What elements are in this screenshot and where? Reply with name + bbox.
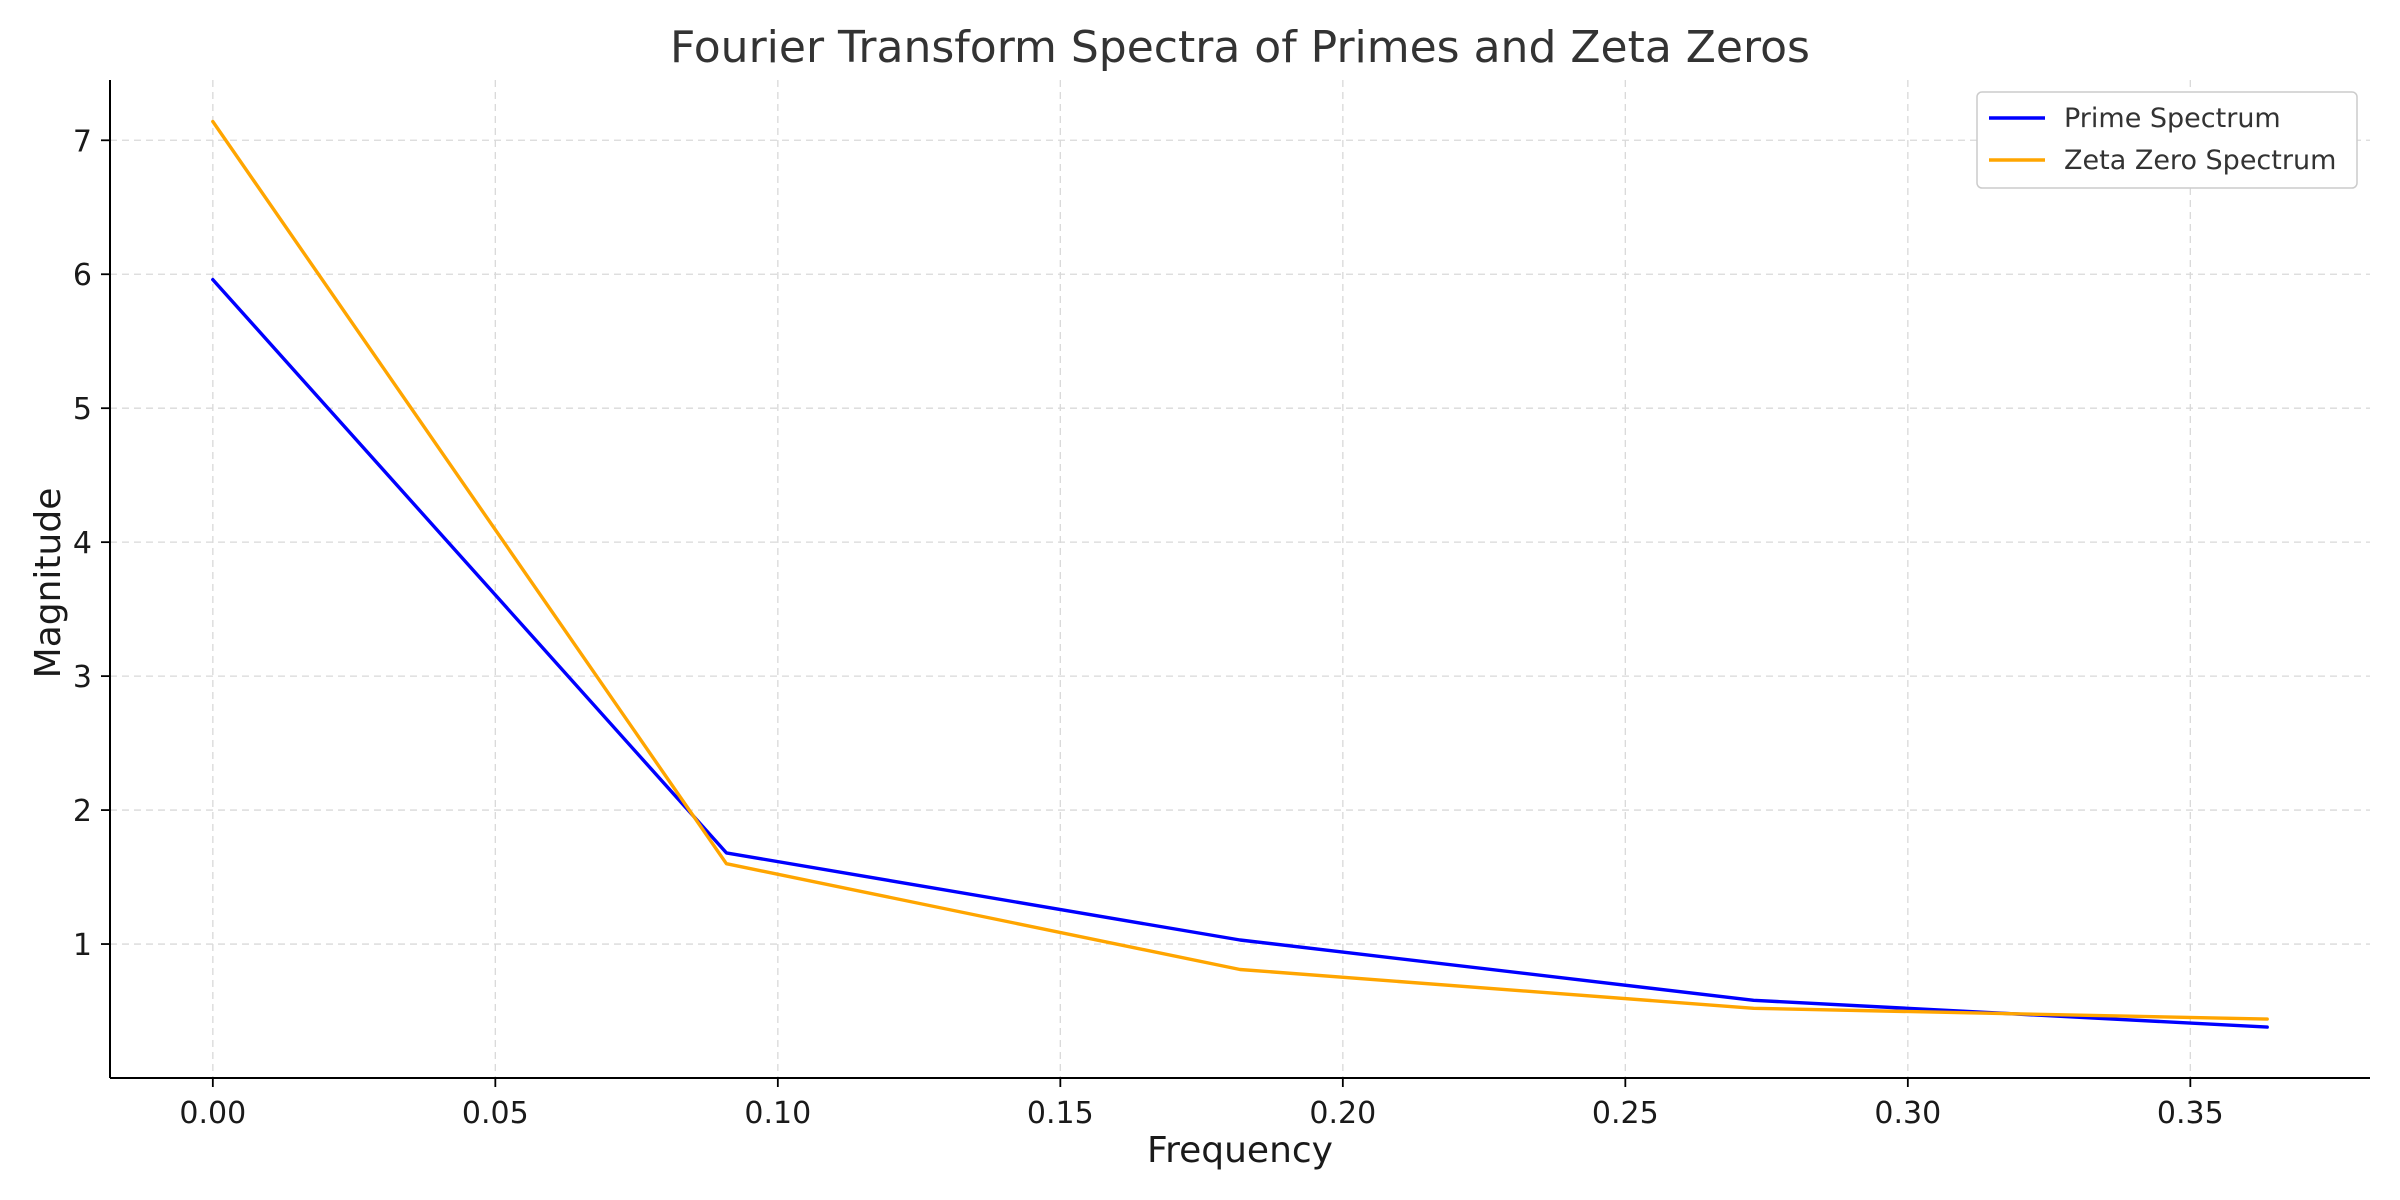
x-tick-label: 0.15 <box>1027 1096 1094 1131</box>
x-tick-label: 0.10 <box>744 1096 811 1131</box>
grid <box>110 80 2370 1078</box>
y-axis-title: Magnitude <box>28 488 69 679</box>
y-tick-label: 4 <box>73 526 92 561</box>
x-tick-label: 0.35 <box>2157 1096 2224 1131</box>
x-tick-label: 0.05 <box>462 1096 529 1131</box>
y-tick-label: 7 <box>73 124 92 159</box>
legend-label-2: Zeta Zero Spectrum <box>2064 145 2336 176</box>
series <box>211 119 2269 1029</box>
y-tick-label: 6 <box>73 258 92 293</box>
x-tick-label: 0.25 <box>1592 1096 1659 1131</box>
series-line-2 <box>211 119 2269 1021</box>
y-tick-label: 1 <box>73 928 92 963</box>
axes <box>109 80 2370 1079</box>
legend: Prime Spectrum Zeta Zero Spectrum <box>1976 91 2358 189</box>
legend-box <box>1976 91 2358 189</box>
x-tick-label: 0.30 <box>1874 1096 1941 1131</box>
chart-title: Fourier Transform Spectra of Primes and … <box>670 22 1810 73</box>
x-tick-label: 0.00 <box>179 1096 246 1131</box>
ticks: 0.00 0.05 0.10 0.15 0.20 0.25 0.30 0.35 1 2 3 4 5 6 7 <box>73 124 2224 1131</box>
y-tick-label: 3 <box>73 660 92 695</box>
y-tick-label: 2 <box>73 794 92 829</box>
series-line-1 <box>211 277 2269 1029</box>
y-tick-label: 5 <box>73 392 92 427</box>
x-axis-title: Frequency <box>1147 1130 1333 1171</box>
legend-label-1: Prime Spectrum <box>2064 103 2281 134</box>
x-tick-label: 0.20 <box>1309 1096 1376 1131</box>
